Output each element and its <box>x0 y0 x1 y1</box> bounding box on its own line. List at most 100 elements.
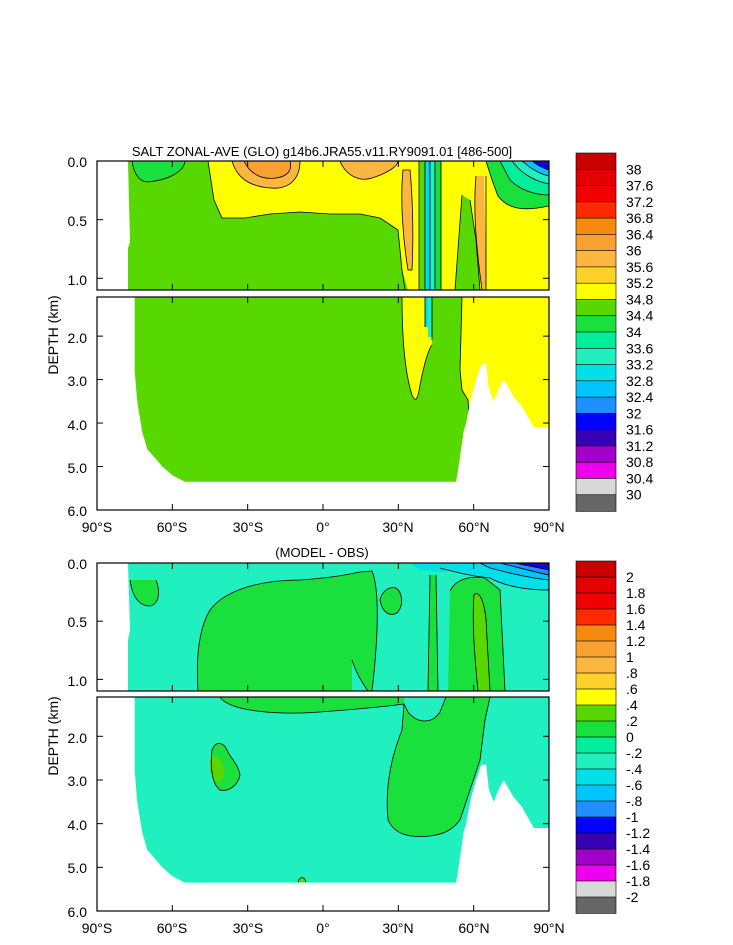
panel2-lower-field <box>97 697 549 911</box>
colorbar-swatch <box>575 576 617 594</box>
colorbar-label: 34 <box>626 324 642 340</box>
x-tick-label: 90°N <box>533 920 564 936</box>
y-tick-label: 1.0 <box>68 272 88 288</box>
colorbar-label: -1.4 <box>626 841 650 857</box>
colorbar-label: 33.2 <box>626 357 653 373</box>
y-tick-label: 4.0 <box>68 817 88 833</box>
colorbar-swatch <box>575 896 617 914</box>
colorbar-label: 30 <box>626 487 642 503</box>
panel2-topography-mask <box>97 697 549 911</box>
difference-panel: (MODEL - OBS) <box>45 545 650 936</box>
colorbar-label: 30.8 <box>626 454 653 470</box>
colorbar-swatch <box>575 800 617 818</box>
y-tick-label: 6.0 <box>68 904 88 920</box>
colorbar-label: 38 <box>626 161 642 177</box>
colorbar-swatch <box>575 832 617 850</box>
colorbar-label: 32.8 <box>626 373 653 389</box>
colorbar-label: -1.2 <box>626 825 650 841</box>
panel1-x-tick-labels: 90°S 60°S 30°S 0° 30°N 60°N 90°N <box>82 519 565 535</box>
colorbar-swatch <box>575 478 617 496</box>
colorbar-label: 1.2 <box>626 633 646 649</box>
panel2-y-tick-labels: 0.0 0.5 1.0 2.0 3.0 4.0 5.0 6.0 <box>68 556 88 920</box>
colorbar-label: 34.8 <box>626 291 653 307</box>
colorbar-swatch <box>575 848 617 866</box>
colorbar-swatch <box>575 560 617 578</box>
colorbar-swatch <box>575 380 617 398</box>
colorbar-swatch <box>575 720 617 738</box>
y-tick-label: 0.0 <box>68 154 88 170</box>
panel2-colorbar: 21.81.61.41.21.8.6.4.20-.2-.4-.6-.8-1-1.… <box>575 560 650 914</box>
colorbar-swatch <box>575 168 617 187</box>
y-tick-label: 0.5 <box>68 614 88 630</box>
colorbar-swatch <box>575 266 617 284</box>
panel1-ticks <box>96 160 550 511</box>
x-tick-label: 60°N <box>458 519 489 535</box>
colorbar-label: .8 <box>626 665 638 681</box>
colorbar-swatch <box>575 396 617 415</box>
colorbar-label: 33.6 <box>626 340 653 356</box>
colorbar-swatch <box>575 461 617 480</box>
colorbar-swatch <box>575 592 617 610</box>
y-tick-label: 0.0 <box>68 556 88 572</box>
y-tick-label: 2.0 <box>68 730 88 746</box>
x-tick-label: 90°S <box>82 920 113 936</box>
x-tick-label: 30°S <box>233 920 264 936</box>
colorbar-swatch <box>575 250 617 268</box>
colorbar-label: -1 <box>626 809 639 825</box>
panel2-ticks <box>96 562 550 912</box>
colorbar-swatch <box>575 217 617 236</box>
x-tick-label: 90°N <box>533 519 564 535</box>
colorbar-label: 1.6 <box>626 601 646 617</box>
colorbar-label: 37.2 <box>626 194 653 210</box>
colorbar-swatch <box>575 640 617 658</box>
panel1-topography-mask <box>97 297 549 510</box>
panel2-upper-field <box>97 563 549 691</box>
colorbar-swatch <box>575 331 617 349</box>
colorbar-swatch <box>575 816 617 834</box>
colorbar-swatch <box>575 656 617 674</box>
colorbar-label: 35.6 <box>626 259 653 275</box>
panel1-y-tick-labels: 0.0 0.5 1.0 2.0 3.0 4.0 5.0 6.0 <box>68 154 88 519</box>
x-tick-label: 90°S <box>82 519 113 535</box>
x-tick-label: 30°N <box>382 519 413 535</box>
x-tick-label: 60°S <box>157 920 188 936</box>
colorbar-label: 31.6 <box>626 422 653 438</box>
x-tick-label: 30°S <box>233 519 264 535</box>
panel2-title: (MODEL - OBS) <box>275 545 368 560</box>
colorbar-swatch <box>575 152 617 170</box>
colorbar-label: 1.4 <box>626 617 646 633</box>
colorbar-label: 32 <box>626 405 642 421</box>
colorbar-label: -.8 <box>626 793 643 809</box>
colorbar-label: -1.6 <box>626 857 650 873</box>
y-tick-label: 5.0 <box>68 460 88 476</box>
panel1-upper-field <box>97 161 549 290</box>
colorbar-swatch <box>575 736 617 754</box>
x-tick-label: 0° <box>316 519 329 535</box>
x-tick-label: 60°S <box>157 519 188 535</box>
colorbar-label: 36.8 <box>626 210 653 226</box>
colorbar-label: -1.8 <box>626 873 650 889</box>
y-tick-label: 4.0 <box>68 417 88 433</box>
panel1-lower-field <box>97 297 549 510</box>
colorbar-label: -.6 <box>626 777 643 793</box>
colorbar-swatch <box>575 299 617 317</box>
y-tick-label: 3.0 <box>68 373 88 389</box>
y-tick-label: 3.0 <box>68 773 88 789</box>
colorbar-label: 31.2 <box>626 438 653 454</box>
y-tick-label: 0.5 <box>68 213 88 229</box>
colorbar-swatch <box>575 768 617 786</box>
colorbar-label: 35.2 <box>626 275 653 291</box>
colorbar-swatch <box>575 864 617 882</box>
colorbar-swatch <box>575 704 617 722</box>
x-tick-label: 60°N <box>458 920 489 936</box>
panel1-ylabel: DEPTH (km) <box>45 295 61 374</box>
panel1-title: SALT ZONAL-AVE (GLO) g14b6.JRA55.v11.RY9… <box>132 144 512 159</box>
colorbar-swatch <box>575 347 617 366</box>
x-tick-label: 30°N <box>382 920 413 936</box>
y-tick-label: 2.0 <box>68 330 88 346</box>
colorbar-label: 1 <box>626 649 634 665</box>
salinity-panel: SALT ZONAL-AVE (GLO) g14b6.JRA55.v11.RY9… <box>45 144 653 535</box>
y-tick-label: 6.0 <box>68 503 88 519</box>
panel2-ylabel: DEPTH (km) <box>45 696 61 775</box>
colorbar-swatch <box>575 784 617 802</box>
